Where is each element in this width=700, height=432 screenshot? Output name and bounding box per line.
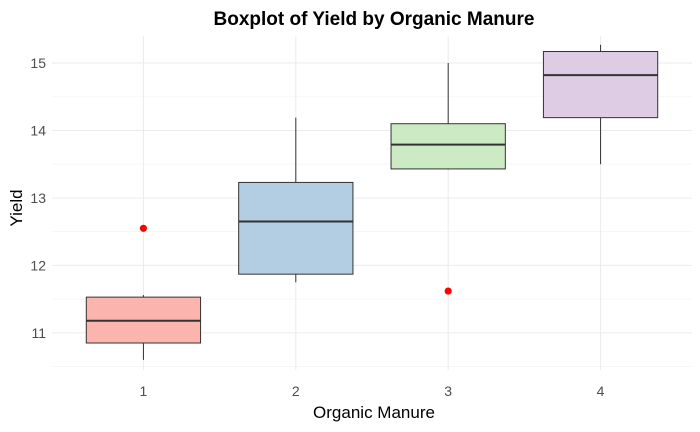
x-tick-label: 2	[292, 383, 300, 399]
x-tick-label: 3	[444, 383, 452, 399]
y-tick-label: 15	[30, 55, 46, 71]
x-axis-title: Organic Manure	[313, 403, 435, 422]
x-tick-label: 1	[140, 383, 148, 399]
y-tick-label: 13	[30, 190, 46, 206]
box-3	[390, 123, 506, 170]
box-4	[542, 51, 659, 119]
y-tick-labels: 11 12 13 14 15	[30, 55, 46, 341]
y-tick-label: 14	[30, 122, 46, 138]
chart-title: Boxplot of Yield by Organic Manure	[214, 9, 535, 30]
y-axis-title: Yield	[7, 189, 26, 226]
x-tick-label: 4	[597, 383, 605, 399]
y-tick-label: 11	[31, 325, 46, 341]
outlier-point	[444, 287, 452, 295]
outlier-point	[139, 224, 148, 232]
boxes	[85, 44, 659, 360]
x-tick-labels: 1 2 3 4	[140, 383, 605, 399]
box-2	[238, 181, 354, 275]
y-tick-label: 12	[30, 257, 46, 273]
